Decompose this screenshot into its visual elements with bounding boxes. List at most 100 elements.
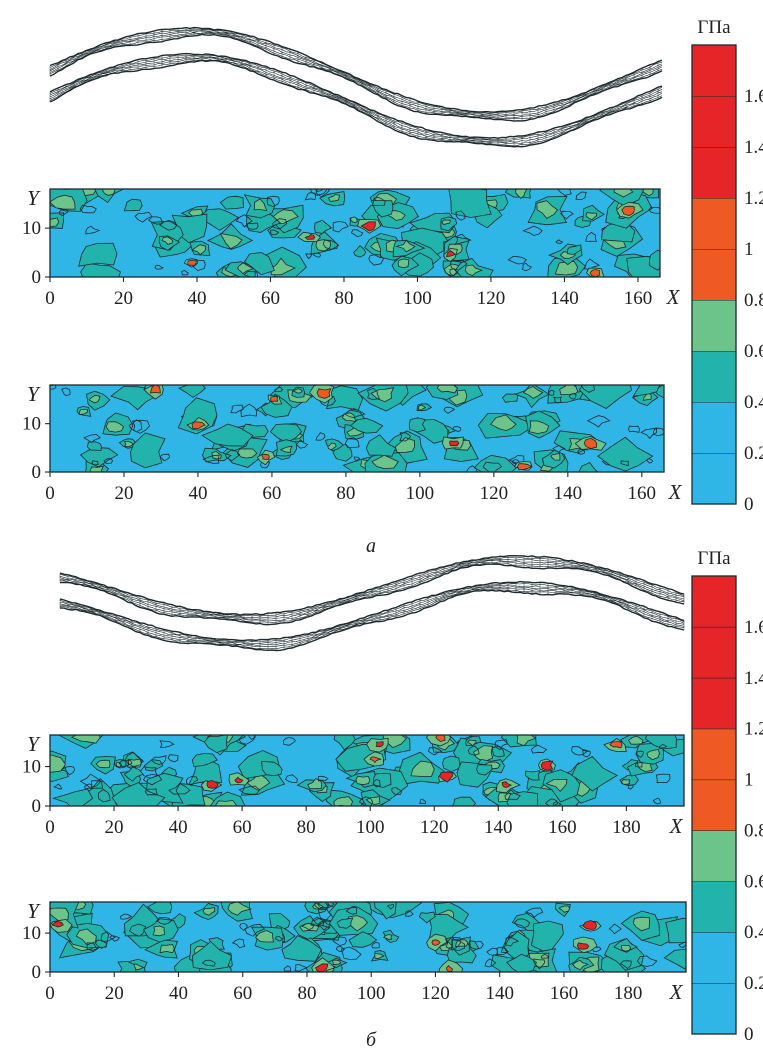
contour-region <box>336 917 354 929</box>
contour-region <box>451 939 466 952</box>
colorbar-band <box>692 351 736 402</box>
contour-region <box>369 756 383 764</box>
x-tick-label: 80 <box>297 817 316 838</box>
contour-region <box>123 198 143 212</box>
contour-region <box>115 761 123 768</box>
contour-region <box>648 206 660 214</box>
contour-region <box>395 239 416 253</box>
contour-region <box>270 396 279 402</box>
contour-region <box>315 432 326 441</box>
x-tick-label: 120 <box>480 483 509 504</box>
contour-region <box>291 388 303 394</box>
contour-region <box>60 766 76 776</box>
contour-region <box>516 735 537 747</box>
x-tick-labels: 0 20 40 60 80 100 120 140 160 <box>45 288 652 309</box>
panel-a-contour-map-2: 0 20 40 60 80 100 120 140 160 0 10 X Y <box>22 382 683 504</box>
band-line <box>49 52 663 139</box>
contour-region <box>95 759 111 769</box>
contour-region <box>178 385 206 398</box>
contour-region <box>544 798 559 806</box>
contour-region <box>159 740 175 749</box>
contour-region <box>449 440 460 447</box>
contour-region <box>235 214 253 228</box>
x-axis-label: X <box>669 814 684 838</box>
colorbar-band <box>692 677 736 729</box>
contour-region <box>234 776 244 784</box>
x-tick-label: 20 <box>105 817 124 838</box>
contour-region <box>103 458 113 465</box>
colorbar-bottom: ГПа 0 0.2 0.4 0.6 0.8 1 1.2 1.4 1.6 <box>691 548 763 1045</box>
contour-region <box>620 944 632 952</box>
y-tick-label: 0 <box>32 462 42 483</box>
x-tick-label: 60 <box>233 983 252 1004</box>
contour-region <box>283 737 297 746</box>
contour-region <box>528 420 550 435</box>
contour-region <box>132 419 150 434</box>
contour-region <box>187 259 197 266</box>
contour-region <box>88 394 101 404</box>
colorbar-tick-label: 0.2 <box>744 973 763 994</box>
contour-region <box>504 936 520 947</box>
contour-region <box>181 270 189 276</box>
contour-region <box>552 801 563 806</box>
contour-region <box>371 197 386 207</box>
contour-region <box>156 916 173 925</box>
colorbar-frame <box>691 44 737 505</box>
contour-regions <box>50 385 664 472</box>
contour-region <box>372 772 392 789</box>
x-tick-label: 80 <box>334 288 353 309</box>
contour-region <box>386 903 395 910</box>
contour-region <box>451 796 477 806</box>
contour-region <box>149 385 161 394</box>
y-axis-label: Y <box>27 732 41 756</box>
colorbar-tick-label: 1.2 <box>744 719 763 740</box>
colorbar-tick-labels: 0 0.2 0.4 0.6 0.8 1 1.2 1.4 1.6 <box>744 86 763 515</box>
colorbar-top: ГПа 0 0.2 0.4 0.6 0.8 1 1.2 1.4 1.6 <box>691 17 763 515</box>
colorbar-tick-labels: 0 0.2 0.4 0.6 0.8 1 1.2 1.4 1.6 <box>744 617 763 1045</box>
contour-region <box>540 953 550 959</box>
contour-region <box>464 264 484 276</box>
contour-region <box>491 745 505 758</box>
x-tick-label: 100 <box>356 817 385 838</box>
contour-region <box>144 788 158 796</box>
contour-region <box>355 775 371 786</box>
contour-region <box>567 244 582 255</box>
contour-region <box>159 219 178 231</box>
contour-region <box>91 460 99 466</box>
panel-a-label: а <box>366 535 376 557</box>
colorbar-tick-label: 0.2 <box>744 443 763 464</box>
colorbar-band <box>692 932 736 984</box>
contour-region <box>517 463 533 471</box>
contour-region <box>279 445 293 453</box>
band-line <box>49 57 663 144</box>
contour-region <box>613 189 634 198</box>
contour-region <box>482 461 503 472</box>
contour-region <box>79 773 102 789</box>
contour-region <box>253 198 268 212</box>
contour-region <box>147 902 173 915</box>
y-tick-label: 10 <box>22 218 41 239</box>
contour-region <box>445 936 461 951</box>
contour-region <box>315 239 331 252</box>
contour-region <box>524 907 544 918</box>
contour-region <box>586 415 611 428</box>
colorbar-tick-label: 0 <box>744 494 754 515</box>
contour-region <box>95 939 108 949</box>
contour-region <box>327 442 337 451</box>
band-line <box>49 32 663 119</box>
contour-region <box>555 239 564 244</box>
contour-region <box>206 780 219 789</box>
colorbar-tick-label: 1 <box>744 770 754 791</box>
colorbar-bands <box>691 575 737 1035</box>
contour-region <box>191 244 207 255</box>
contour-region <box>383 934 393 940</box>
contour-region <box>185 776 199 786</box>
contour-region <box>140 766 158 779</box>
contour-region <box>268 913 291 932</box>
contour-region <box>148 216 163 225</box>
contour-region <box>75 928 97 946</box>
contour-region <box>350 216 358 224</box>
contour-region <box>53 783 63 790</box>
contour-region <box>570 746 589 756</box>
colorbar-tick-label: 0.4 <box>744 922 763 943</box>
